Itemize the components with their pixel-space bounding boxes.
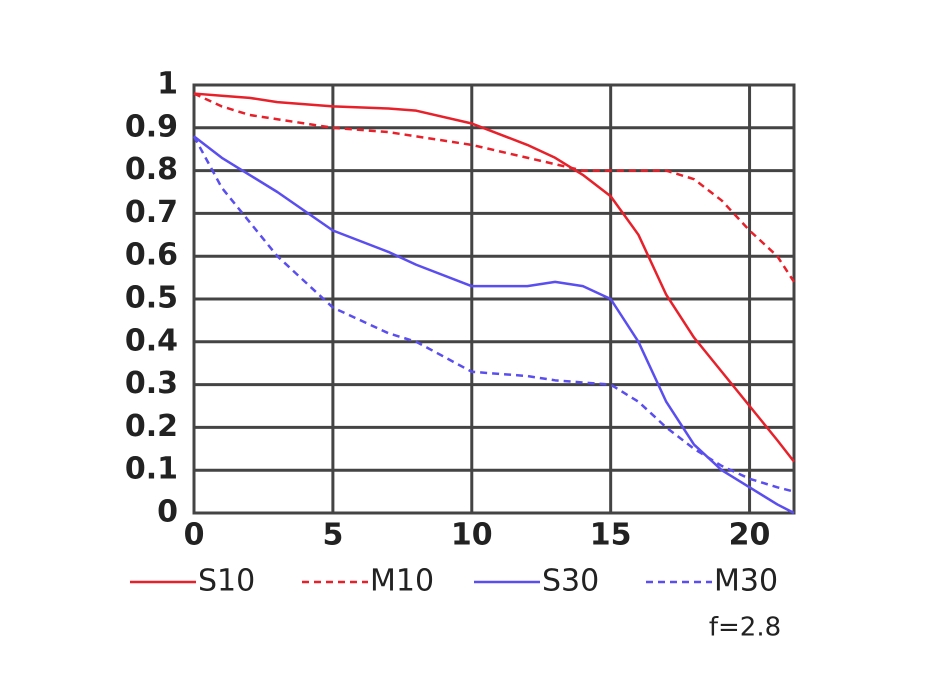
x-tick-label: 20 xyxy=(729,518,771,553)
legend-label: M10 xyxy=(370,564,434,599)
y-tick-label: 0.5 xyxy=(125,281,178,316)
y-tick-label: 0.9 xyxy=(125,109,178,144)
y-tick-label: 0.3 xyxy=(125,366,178,401)
annotation: f=2.8 xyxy=(709,613,781,643)
y-tick-label: 0.2 xyxy=(125,409,178,444)
x-tick-label: 10 xyxy=(451,518,493,553)
y-tick-label: 0.1 xyxy=(125,452,178,487)
series-line xyxy=(192,135,795,493)
legend-label: S10 xyxy=(198,564,255,599)
x-tick-label: 15 xyxy=(590,518,632,553)
plot-frame xyxy=(192,83,796,515)
y-tick-label: 0 xyxy=(157,495,178,530)
series-line xyxy=(193,92,795,463)
legend-label: S30 xyxy=(542,564,599,599)
y-tick-label: 0.7 xyxy=(125,195,178,230)
series-line xyxy=(193,92,796,283)
y-tick-label: 0.6 xyxy=(125,238,178,273)
legend-label: M30 xyxy=(714,564,778,599)
x-tick-label: 5 xyxy=(322,518,343,553)
series-line xyxy=(193,135,795,515)
x-tick-label: 0 xyxy=(184,518,205,553)
y-tick-label: 0.4 xyxy=(125,323,178,358)
y-tick-label: 1 xyxy=(157,67,178,102)
y-tick-label: 0.8 xyxy=(125,152,178,187)
